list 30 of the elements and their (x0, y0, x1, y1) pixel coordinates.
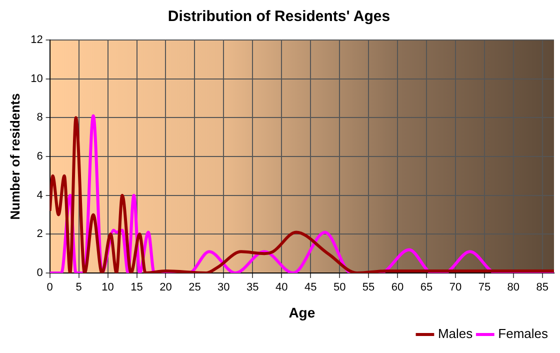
x-tick-label: 40 (276, 282, 288, 294)
x-tick-label: 85 (536, 282, 549, 294)
x-tick-label: 80 (507, 282, 520, 294)
x-tick-label: 75 (478, 282, 491, 294)
x-tick-label: 10 (102, 282, 114, 294)
y-tick-label: 8 (36, 112, 43, 124)
y-tick-label: 4 (36, 189, 43, 202)
x-tick-label: 35 (246, 282, 259, 294)
y-tick-label: 6 (36, 150, 43, 163)
x-tick-label: 55 (362, 282, 375, 294)
x-tick-label: 70 (449, 282, 462, 294)
x-tick-label: 15 (130, 282, 143, 294)
y-axis-title: Number of residents (7, 93, 22, 220)
y-tick-label: 12 (30, 34, 43, 46)
x-tick-label: 65 (420, 282, 433, 294)
y-tick-label: 0 (36, 267, 43, 280)
x-tick-label: 5 (76, 282, 82, 294)
legend-label: Males (438, 326, 474, 342)
x-tick-label: 25 (188, 282, 201, 294)
x-tick-label: 50 (333, 282, 346, 294)
x-tick-label: 30 (218, 282, 230, 294)
x-tick-label: 20 (160, 282, 172, 294)
y-tick-label: 2 (36, 228, 43, 240)
chart-title: Distribution of Residents' Ages (168, 8, 390, 26)
legend-label: Females (498, 326, 548, 342)
x-tick-label: 60 (391, 282, 404, 294)
x-tick-label: 45 (304, 282, 317, 294)
x-axis-title: Age (288, 304, 316, 320)
y-tick-label: 10 (30, 72, 43, 85)
x-tick-label: 0 (46, 282, 53, 294)
